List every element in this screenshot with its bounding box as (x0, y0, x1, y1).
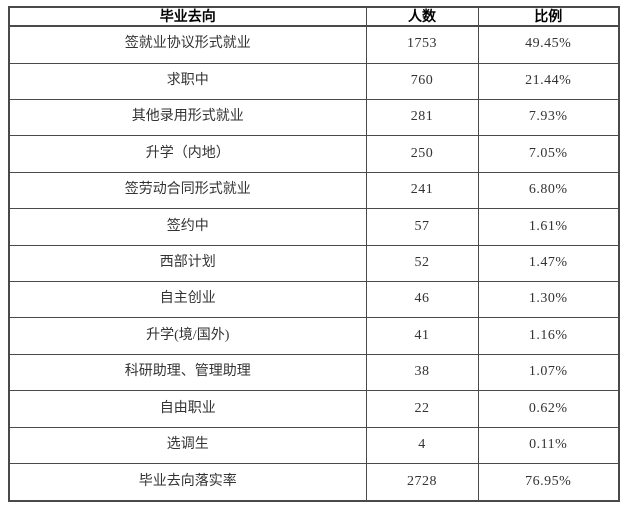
cell-destination: 签约中 (8, 208, 367, 246)
cell-ratio: 1.47% (477, 244, 620, 283)
table-row: 签约中 57 1.61% (8, 208, 620, 246)
cell-destination: 签劳动合同形式就业 (8, 171, 367, 210)
cell-destination: 升学(境/国外) (8, 317, 367, 355)
cell-count: 4 (365, 426, 479, 465)
cell-destination: 科研助理、管理助理 (8, 353, 367, 392)
table-row: 科研助理、管理助理 38 1.07% (8, 353, 620, 392)
table-row: 升学(境/国外) 41 1.16% (8, 317, 620, 355)
cell-destination: 自由职业 (8, 390, 367, 428)
cell-ratio: 49.45% (477, 25, 620, 64)
cell-count: 241 (365, 171, 479, 210)
cell-ratio: 1.30% (477, 281, 620, 319)
table-row: 毕业去向落实率 2728 76.95% (8, 463, 620, 502)
cell-count: 281 (365, 99, 479, 137)
cell-ratio: 1.07% (477, 353, 620, 392)
cell-count: 52 (365, 244, 479, 283)
cell-destination: 毕业去向落实率 (8, 463, 367, 502)
cell-ratio: 0.62% (477, 390, 620, 428)
table-row: 升学（内地） 250 7.05% (8, 135, 620, 173)
cell-count: 57 (365, 208, 479, 246)
cell-ratio: 0.11% (477, 426, 620, 465)
table-header-row: 毕业去向 人数 比例 (8, 6, 620, 27)
cell-ratio: 7.05% (477, 135, 620, 173)
table-row: 选调生 4 0.11% (8, 426, 620, 465)
header-count: 人数 (365, 6, 479, 27)
header-destination: 毕业去向 (8, 6, 367, 27)
cell-destination: 西部计划 (8, 244, 367, 283)
cell-ratio: 76.95% (477, 463, 620, 502)
table-row: 其他录用形式就业 281 7.93% (8, 99, 620, 137)
cell-destination: 其他录用形式就业 (8, 99, 367, 137)
table-row: 西部计划 52 1.47% (8, 244, 620, 283)
cell-count: 250 (365, 135, 479, 173)
table-row: 求职中 760 21.44% (8, 62, 620, 101)
cell-destination: 自主创业 (8, 281, 367, 319)
graduation-destination-table: 毕业去向 人数 比例 签就业协议形式就业 1753 49.45% 求职中 760… (8, 6, 620, 502)
cell-count: 38 (365, 353, 479, 392)
header-ratio: 比例 (477, 6, 620, 27)
table-row: 签劳动合同形式就业 241 6.80% (8, 171, 620, 210)
cell-count: 22 (365, 390, 479, 428)
cell-count: 760 (365, 62, 479, 101)
table-row: 签就业协议形式就业 1753 49.45% (8, 25, 620, 64)
cell-ratio: 1.61% (477, 208, 620, 246)
cell-destination: 求职中 (8, 62, 367, 101)
cell-destination: 签就业协议形式就业 (8, 25, 367, 64)
cell-count: 2728 (365, 463, 479, 502)
table-row: 自主创业 46 1.30% (8, 281, 620, 319)
cell-ratio: 6.80% (477, 171, 620, 210)
table-row: 自由职业 22 0.62% (8, 390, 620, 428)
cell-ratio: 1.16% (477, 317, 620, 355)
cell-destination: 升学（内地） (8, 135, 367, 173)
cell-count: 1753 (365, 25, 479, 64)
cell-destination: 选调生 (8, 426, 367, 465)
cell-ratio: 21.44% (477, 62, 620, 101)
cell-ratio: 7.93% (477, 99, 620, 137)
cell-count: 46 (365, 281, 479, 319)
cell-count: 41 (365, 317, 479, 355)
